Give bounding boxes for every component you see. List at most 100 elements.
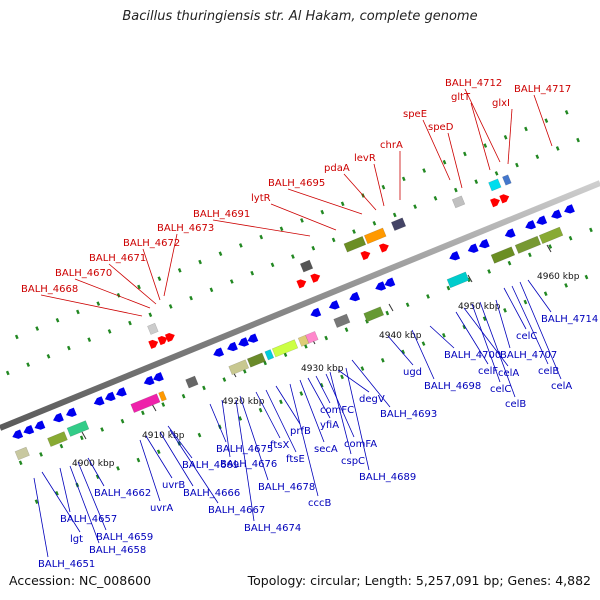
- feature-block: [451, 195, 466, 209]
- track-dot: [524, 126, 528, 132]
- reverse-gene: [310, 307, 322, 318]
- bottom-gene-label: BALH_4667: [208, 505, 265, 516]
- top-gene-label: BALH_4668: [21, 284, 78, 295]
- top-leader-line: [507, 108, 513, 165]
- track-dot: [270, 262, 275, 268]
- track-dot: [340, 374, 344, 380]
- feature-block-body: [538, 226, 564, 245]
- reverse-gene: [328, 300, 340, 310]
- track-dot: [401, 176, 406, 182]
- feature-block-body: [490, 246, 516, 264]
- track-dot: [462, 324, 467, 330]
- feature-block: [363, 227, 387, 245]
- track-dot: [311, 245, 316, 251]
- track-dot: [222, 377, 227, 382]
- track-dot: [148, 312, 153, 318]
- feature-block: [264, 349, 275, 361]
- bottom-gene-label: BALH_4693: [380, 409, 437, 420]
- track-dot: [156, 449, 161, 455]
- track-dot: [303, 344, 308, 349]
- reverse-gene-body: [143, 375, 155, 386]
- bottom-leader-line: [167, 425, 193, 459]
- track-dot: [324, 335, 329, 341]
- genome-summary-text: Topology: circular; Length: 5,257,091 bp…: [247, 573, 591, 588]
- top-leader-line: [287, 188, 363, 215]
- track-dots: [5, 110, 593, 504]
- feature-block: [228, 359, 250, 376]
- accession-text: Accession: NC_008600: [9, 573, 152, 588]
- reverse-gene-body: [34, 420, 46, 430]
- track-dot: [87, 337, 92, 343]
- reverse-gene: [116, 387, 127, 397]
- top-leader-line: [108, 263, 157, 305]
- track-dot: [544, 118, 549, 123]
- track-dot: [405, 302, 410, 308]
- track-dot: [250, 270, 255, 276]
- track-dot: [548, 244, 553, 249]
- track-dot: [283, 352, 288, 357]
- scale-label: 4950 kbp: [458, 302, 501, 312]
- feature-block: [343, 235, 367, 253]
- reverse-gene: [467, 243, 479, 253]
- reverse-gene: [227, 341, 238, 352]
- forward-gene-body: [379, 243, 389, 253]
- bottom-gene-label: BALH_4689: [359, 472, 416, 483]
- scale-tick: [388, 303, 394, 312]
- feature-block-body: [130, 393, 161, 413]
- reverse-gene-body: [551, 209, 562, 219]
- track-dot: [568, 235, 573, 241]
- track-dot: [442, 333, 446, 338]
- bottom-leader-line: [471, 303, 501, 383]
- bottom-gene-label: comFC: [320, 405, 354, 416]
- track-dot: [76, 309, 80, 315]
- bottom-gene-label: yfiA: [320, 420, 339, 431]
- reverse-gene: [213, 347, 224, 357]
- reverse-gene-body: [504, 228, 516, 238]
- feature-block-body: [147, 322, 159, 335]
- feature-block: [502, 174, 512, 186]
- feature-block-body: [514, 235, 542, 254]
- feature-block-body: [246, 352, 266, 368]
- track-dot: [392, 212, 397, 218]
- bottom-leader-line: [235, 399, 255, 522]
- bottom-leader-line: [503, 287, 527, 330]
- bottom-leader-line: [463, 307, 509, 367]
- bottom-gene-label: celC: [490, 384, 511, 395]
- track-dot: [589, 227, 593, 233]
- bottom-gene-label: ftsE: [286, 454, 305, 465]
- track-dot: [474, 179, 479, 184]
- top-gene-label: BALH_4673: [157, 223, 214, 234]
- forward-gene: [310, 273, 321, 283]
- reverse-gene: [504, 228, 516, 238]
- bottom-gene-label: BALH_4675: [216, 444, 273, 455]
- feature-block-body: [158, 390, 167, 402]
- feature-block: [14, 446, 30, 461]
- map-title: Bacillus thuringiensis str. Al Hakam, co…: [122, 9, 478, 24]
- bottom-gene-label: uvrA: [150, 503, 173, 514]
- bottom-leader-line: [511, 285, 549, 365]
- track-dot: [128, 320, 132, 326]
- bottom-leader-line: [289, 383, 319, 497]
- track-dot: [95, 474, 100, 480]
- top-leader-line: [373, 163, 385, 207]
- top-leader-line: [270, 203, 337, 231]
- top-leader-line: [163, 233, 178, 297]
- reverse-gene: [53, 412, 64, 423]
- reverse-gene-body: [213, 347, 224, 357]
- track-dot: [483, 143, 488, 148]
- bottom-leader-line: [455, 311, 489, 365]
- bottom-gene-label: celA: [498, 368, 519, 379]
- feature-block: [271, 339, 299, 358]
- bottom-gene-label: BALH_4659: [96, 532, 153, 543]
- bottom-leader-line: [77, 461, 107, 531]
- track-dot: [442, 159, 447, 165]
- forward-gene-body: [360, 251, 371, 261]
- track-dot: [300, 218, 304, 223]
- scale-label: 4910 kbp: [142, 431, 185, 441]
- forward-gene: [360, 251, 371, 261]
- track-dot: [18, 460, 23, 466]
- feature-block: [66, 420, 90, 437]
- track-dot: [515, 162, 519, 168]
- track-dot: [413, 204, 417, 209]
- reverse-gene: [93, 396, 105, 406]
